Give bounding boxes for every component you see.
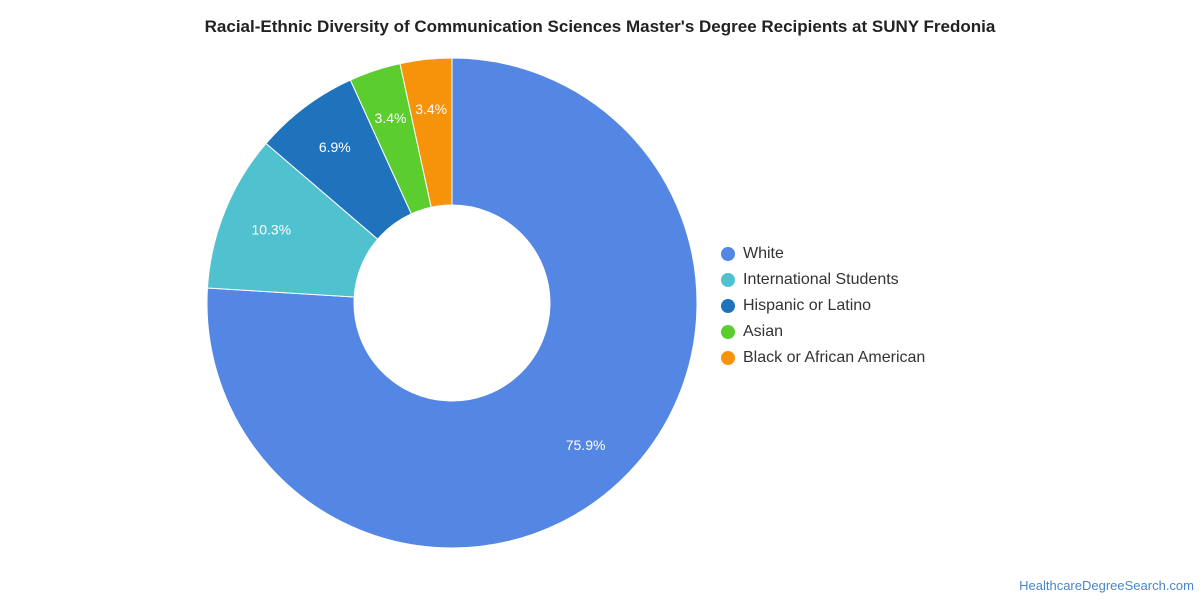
labels-group: 75.9% 10.3% 6.9% 3.4% 3.4% [251, 101, 605, 453]
chart-title: Racial-Ethnic Diversity of Communication… [204, 17, 996, 36]
source-link[interactable]: HealthcareDegreeSearch.com [1019, 578, 1194, 593]
legend-swatch [721, 325, 735, 339]
legend-item-white[interactable]: White [721, 241, 925, 267]
slice-white[interactable] [206, 57, 698, 549]
legend-item-asian[interactable]: Asian [721, 319, 925, 345]
slice-international-students[interactable] [206, 142, 379, 298]
legend-swatch [721, 273, 735, 287]
slice-label-international-students: 10.3% [251, 222, 291, 238]
legend-item-black-or-african-american[interactable]: Black or African American [721, 345, 925, 371]
slice-label-white: 75.9% [566, 437, 606, 453]
legend-swatch [721, 351, 735, 365]
legend: White International Students Hispanic or L… [721, 241, 925, 371]
slices-group [206, 57, 698, 549]
legend-swatch [721, 247, 735, 261]
slice-black-or-african-american[interactable] [399, 57, 453, 208]
legend-label: Asian [743, 323, 784, 340]
slice-label-asian: 3.4% [375, 110, 407, 126]
legend-label: Hispanic or Latino [743, 297, 872, 314]
legend-item-hispanic-or-latino[interactable]: Hispanic or Latino [721, 293, 925, 319]
legend-label: Black or African American [743, 349, 926, 366]
legend-item-international-students[interactable]: International Students [721, 267, 925, 293]
legend-label: International Students [743, 271, 899, 288]
slice-label-hispanic-or-latino: 6.9% [319, 139, 351, 155]
slice-label-black-or-african-american: 3.4% [415, 101, 447, 117]
legend-swatch [721, 299, 735, 313]
legend-label: White [743, 245, 784, 262]
